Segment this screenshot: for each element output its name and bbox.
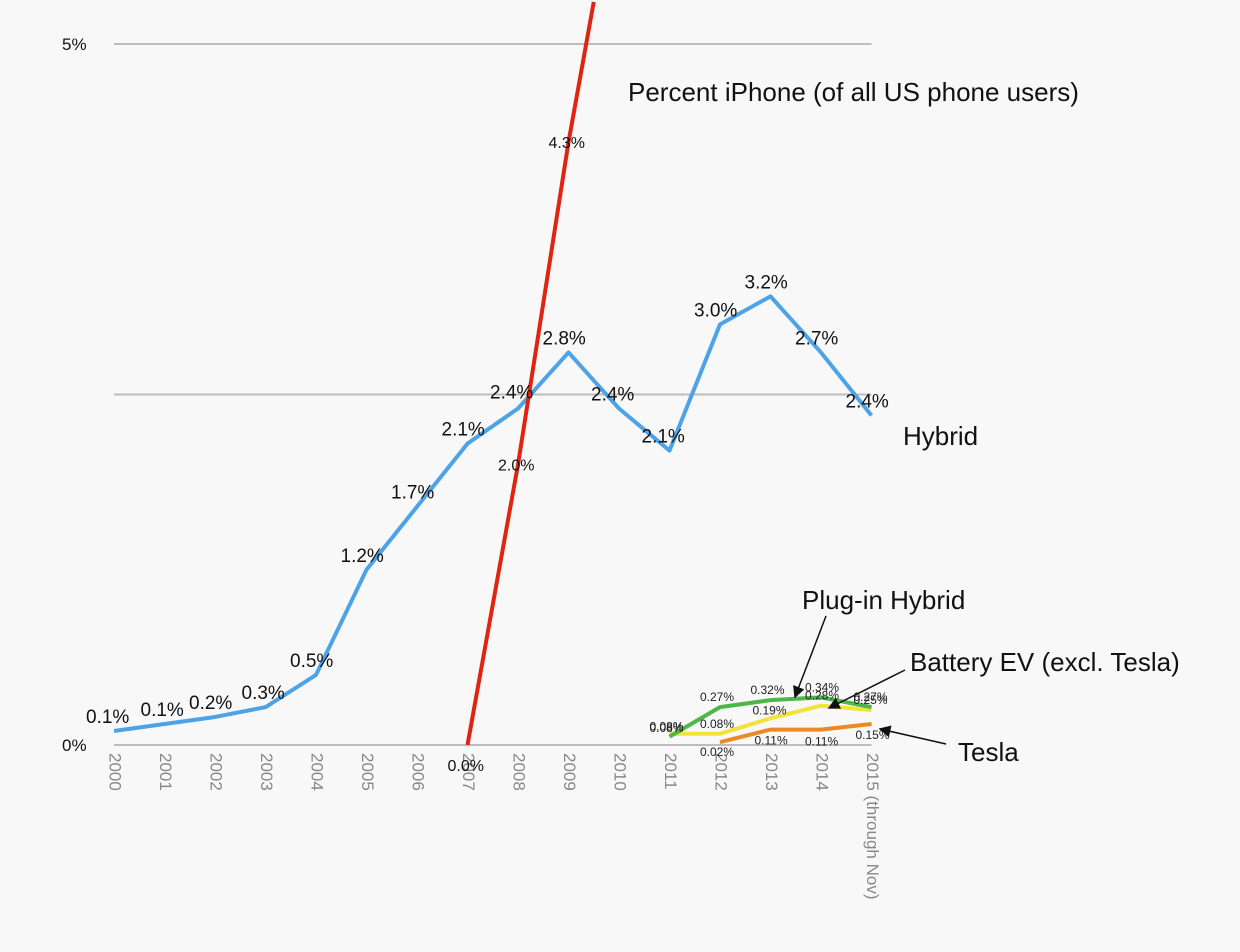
x-tick-label: 2010 bbox=[611, 753, 630, 791]
data-label-small: 0.32% bbox=[751, 683, 785, 697]
data-label-hybrid: 2.1% bbox=[642, 427, 685, 448]
x-tick-label: 2013 bbox=[762, 753, 781, 791]
x-tick-label: 2011 bbox=[661, 753, 680, 790]
x-tick-label: 2012 bbox=[712, 753, 731, 791]
series-lines bbox=[113, 1, 874, 746]
arrow-battery-ev bbox=[827, 669, 906, 709]
data-label-hybrid: 0.2% bbox=[189, 693, 232, 714]
data-label-hybrid: 1.2% bbox=[341, 546, 384, 567]
series-title-iphone: Percent iPhone (of all US phone users) bbox=[628, 77, 1079, 107]
gridlines bbox=[114, 43, 872, 746]
y-tick-label: 5% bbox=[62, 35, 87, 54]
x-axis-ticks: 2000 2001 2002 2003 2004 2005 2006 2007 2008 2009… bbox=[106, 753, 883, 899]
x-tick-label: 2006 bbox=[409, 753, 428, 791]
data-label-hybrid: 2.1% bbox=[442, 420, 485, 441]
x-tick-label: 2003 bbox=[257, 753, 276, 791]
data-label-hybrid: 2.4% bbox=[490, 383, 533, 404]
x-tick-label: 2008 bbox=[510, 753, 529, 791]
data-label-hybrid: 2.7% bbox=[795, 328, 838, 349]
data-label-hybrid: 2.8% bbox=[543, 328, 586, 349]
data-label-hybrid: 3.2% bbox=[745, 272, 788, 293]
series-title-plug-in-hybrid: Plug-in Hybrid bbox=[802, 585, 965, 615]
data-labels: 0.1% 0.1% 0.2% 0.3%0.5%1.2%1.7%2.1%2.4%2.8%… bbox=[86, 135, 890, 775]
data-label-small: 0.28% bbox=[805, 689, 839, 703]
data-label-hybrid: 0.1% bbox=[141, 700, 184, 721]
series-title-tesla: Tesla bbox=[958, 737, 1019, 767]
series-title-hybrid: Hybrid bbox=[903, 421, 978, 451]
x-tick-label: 2002 bbox=[207, 753, 226, 791]
data-label-small: 0.11% bbox=[805, 735, 838, 749]
series-titles: Percent iPhone (of all US phone users) Hy… bbox=[628, 77, 1180, 767]
data-label-hybrid: 0.3% bbox=[242, 683, 285, 704]
series-title-battery-ev: Battery EV (excl. Tesla) bbox=[910, 647, 1180, 677]
data-label-small: 0.19% bbox=[753, 703, 787, 717]
x-tick-label: 2000 bbox=[106, 753, 125, 791]
x-tick-label: 2014 bbox=[813, 753, 832, 791]
x-tick-label: 2015 (through Nov) bbox=[863, 753, 882, 899]
data-label-small: 0.34% bbox=[805, 680, 839, 694]
x-tick-label: 2005 bbox=[358, 753, 377, 791]
data-label-small: 0.08% bbox=[700, 717, 734, 731]
data-label-iphone: 0.0% bbox=[448, 758, 484, 775]
y-tick-label: 0% bbox=[62, 736, 87, 755]
data-label-hybrid: 0.1% bbox=[86, 707, 129, 728]
x-tick-label: 2009 bbox=[560, 753, 579, 791]
x-tick-label: 2001 bbox=[156, 753, 175, 791]
data-label-hybrid: 3.0% bbox=[694, 300, 737, 321]
data-label-hybrid: 1.7% bbox=[391, 483, 434, 504]
data-label-small: 0.08% bbox=[650, 721, 684, 735]
data-label-small: 0.02% bbox=[700, 745, 734, 759]
x-tick-label: 2007 bbox=[459, 753, 478, 791]
data-label-hybrid: 2.4% bbox=[591, 385, 634, 406]
series-line-hybrid bbox=[113, 294, 874, 733]
data-label-small: 0.27% bbox=[700, 690, 734, 704]
data-label-iphone: 2.0% bbox=[498, 458, 534, 475]
arrow-tesla bbox=[878, 725, 947, 745]
x-tick-label: 2004 bbox=[308, 753, 327, 791]
data-label-iphone: 4.3% bbox=[549, 135, 585, 152]
data-label-small: 0.08% bbox=[650, 720, 684, 734]
series-line-tesla bbox=[719, 721, 872, 745]
data-label-hybrid: 2.4% bbox=[846, 392, 889, 413]
data-label-small: 0.25% bbox=[854, 693, 888, 707]
y-axis-ticks: 0% 5% bbox=[62, 35, 87, 755]
series-line-iphone bbox=[465, 1, 596, 746]
data-label-small: 0.11% bbox=[755, 734, 788, 748]
data-label-hybrid: 0.5% bbox=[290, 651, 333, 672]
arrow-plug-in-hybrid bbox=[793, 615, 827, 699]
data-label-small: 0.27% bbox=[854, 690, 888, 704]
